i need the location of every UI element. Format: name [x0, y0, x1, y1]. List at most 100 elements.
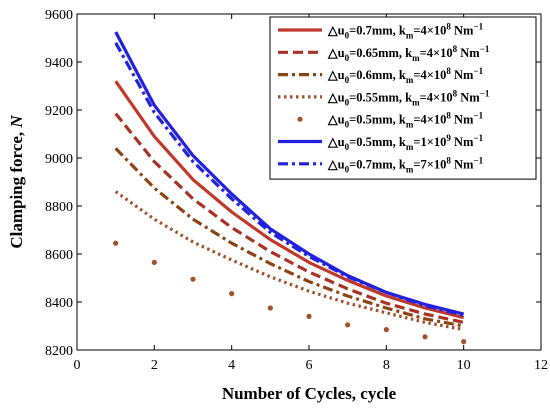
legend-subscript: m — [406, 164, 414, 174]
legend-exponent: 8 — [446, 66, 451, 76]
legend-entry: △u0=0.5mm, km=4×108 Nm−1 — [297, 111, 484, 130]
legend-unit-exponent: −1 — [473, 133, 483, 143]
legend-label: △u0=0.55mm, km=4×108 Nm−1 — [327, 88, 490, 107]
legend-unit: Nm — [457, 46, 480, 60]
legend-stiffness: 4×10 — [427, 90, 453, 104]
legend: △u0=0.7mm, km=4×108 Nm−1△u0=0.65mm, km=4… — [269, 16, 537, 180]
legend-equals: = — [413, 113, 420, 127]
data-point — [383, 327, 389, 333]
y-tick-label: 9600 — [45, 8, 73, 23]
legend-label: △u0=0.6mm, km=4×108 Nm−1 — [327, 66, 484, 85]
legend-delta-u: △u — [327, 135, 345, 149]
x-tick-label: 6 — [306, 358, 313, 373]
series-line — [114, 42, 465, 317]
series-7 — [114, 42, 465, 317]
legend-equals: = — [413, 68, 420, 82]
series-line — [114, 147, 464, 328]
legend-subscript: m — [412, 53, 420, 63]
legend-stiffness: 7×10 — [420, 157, 446, 171]
legend-delta-u: △u — [327, 24, 345, 38]
legend-unit: Nm — [451, 68, 474, 82]
tick-layer: 0 2 4 6 8 10 128200840086008800900092009400960… — [45, 8, 548, 373]
data-point — [345, 322, 351, 328]
legend-displacement: 0.55mm — [356, 90, 399, 104]
data-point — [190, 276, 196, 282]
legend-entry: △u0=0.7mm, km=7×108 Nm−1 — [278, 155, 484, 174]
legend-k: , k — [393, 113, 406, 127]
legend-exponent: 8 — [446, 111, 451, 121]
x-axis-title: Number of Cycles, cycle — [222, 384, 397, 403]
legend-unit: Nm — [451, 157, 474, 171]
legend-equals: = — [413, 157, 420, 171]
legend-unit-exponent: −1 — [473, 155, 483, 165]
legend-unit-exponent: −1 — [480, 88, 490, 98]
legend-subscript: 0 — [345, 142, 350, 152]
series-5 — [113, 240, 467, 345]
legend-displacement: 0.5mm — [356, 135, 393, 149]
legend-entry: △u0=0.65mm, km=4×108 Nm−1 — [278, 44, 490, 63]
y-tick-label: 9400 — [45, 56, 73, 71]
legend-delta-u: △u — [327, 68, 345, 82]
series-line — [114, 190, 464, 332]
y-tick-label: 8200 — [45, 344, 73, 359]
legend-subscript: 0 — [345, 120, 350, 130]
legend-entry: △u0=0.55mm, km=4×108 Nm−1 — [278, 88, 490, 107]
y-tick-label: 8400 — [45, 296, 73, 311]
x-tick-label: 8 — [383, 358, 390, 373]
data-point — [422, 334, 428, 340]
legend-k: , k — [393, 68, 406, 82]
x-tick-label: 0 — [74, 358, 81, 373]
legend-stiffness: 4×10 — [420, 113, 446, 127]
series-layer — [113, 31, 467, 345]
legend-unit-exponent: −1 — [473, 22, 483, 32]
legend-delta-u: △u — [327, 157, 345, 171]
legend-equals: = — [413, 135, 420, 149]
legend-subscript: 0 — [345, 164, 350, 174]
legend-displacement: 0.65mm — [356, 46, 399, 60]
legend-entry: △u0=0.6mm, km=4×108 Nm−1 — [278, 66, 484, 85]
x-tick-label: 4 — [228, 358, 235, 373]
series-1 — [114, 80, 465, 320]
y-tick-label: 9000 — [45, 152, 73, 167]
legend-equals: = — [349, 90, 356, 104]
legend-equals: = — [420, 90, 427, 104]
legend-k: , k — [399, 46, 412, 60]
legend-stiffness: 1×10 — [420, 135, 446, 149]
legend-displacement: 0.7mm — [356, 24, 393, 38]
data-point — [306, 313, 312, 319]
legend-subscript: m — [406, 142, 414, 152]
legend-unit-exponent: −1 — [473, 111, 483, 121]
legend-k: , k — [393, 157, 406, 171]
data-point — [113, 240, 119, 246]
legend-subscript: 0 — [345, 31, 350, 41]
y-axis-title-var: N — [7, 115, 26, 129]
legend-label: △u0=0.5mm, km=4×108 Nm−1 — [327, 111, 484, 130]
legend-equals: = — [349, 68, 356, 82]
legend-label: △u0=0.65mm, km=4×108 Nm−1 — [327, 44, 490, 63]
legend-unit: Nm — [451, 113, 474, 127]
legend-subscript: m — [406, 120, 414, 130]
legend-subscript: m — [412, 97, 420, 107]
legend-exponent: 8 — [446, 22, 451, 32]
legend-exponent: 8 — [453, 88, 458, 98]
y-tick-label: 8800 — [45, 200, 73, 215]
series-line — [114, 80, 465, 320]
legend-unit-exponent: −1 — [473, 66, 483, 76]
legend-label: △u0=0.7mm, km=7×108 Nm−1 — [327, 155, 484, 174]
legend-subscript: m — [406, 31, 414, 41]
legend-unit: Nm — [451, 135, 474, 149]
legend-label: △u0=0.7mm, km=4×108 Nm−1 — [327, 22, 484, 41]
series-6 — [114, 31, 465, 316]
legend-entry: △u0=0.7mm, km=4×108 Nm−1 — [278, 22, 484, 41]
legend-delta-u: △u — [327, 90, 345, 104]
legend-exponent: 8 — [453, 44, 458, 54]
legend-subscript: 0 — [345, 53, 350, 63]
series-line — [114, 112, 465, 324]
legend-equals: = — [349, 157, 356, 171]
legend-subscript: m — [406, 75, 414, 85]
y-tick-label: 8600 — [45, 248, 73, 263]
legend-equals: = — [413, 24, 420, 38]
legend-label: △u0=0.5mm, km=1×109 Nm−1 — [327, 133, 484, 152]
legend-subscript: 0 — [345, 97, 350, 107]
